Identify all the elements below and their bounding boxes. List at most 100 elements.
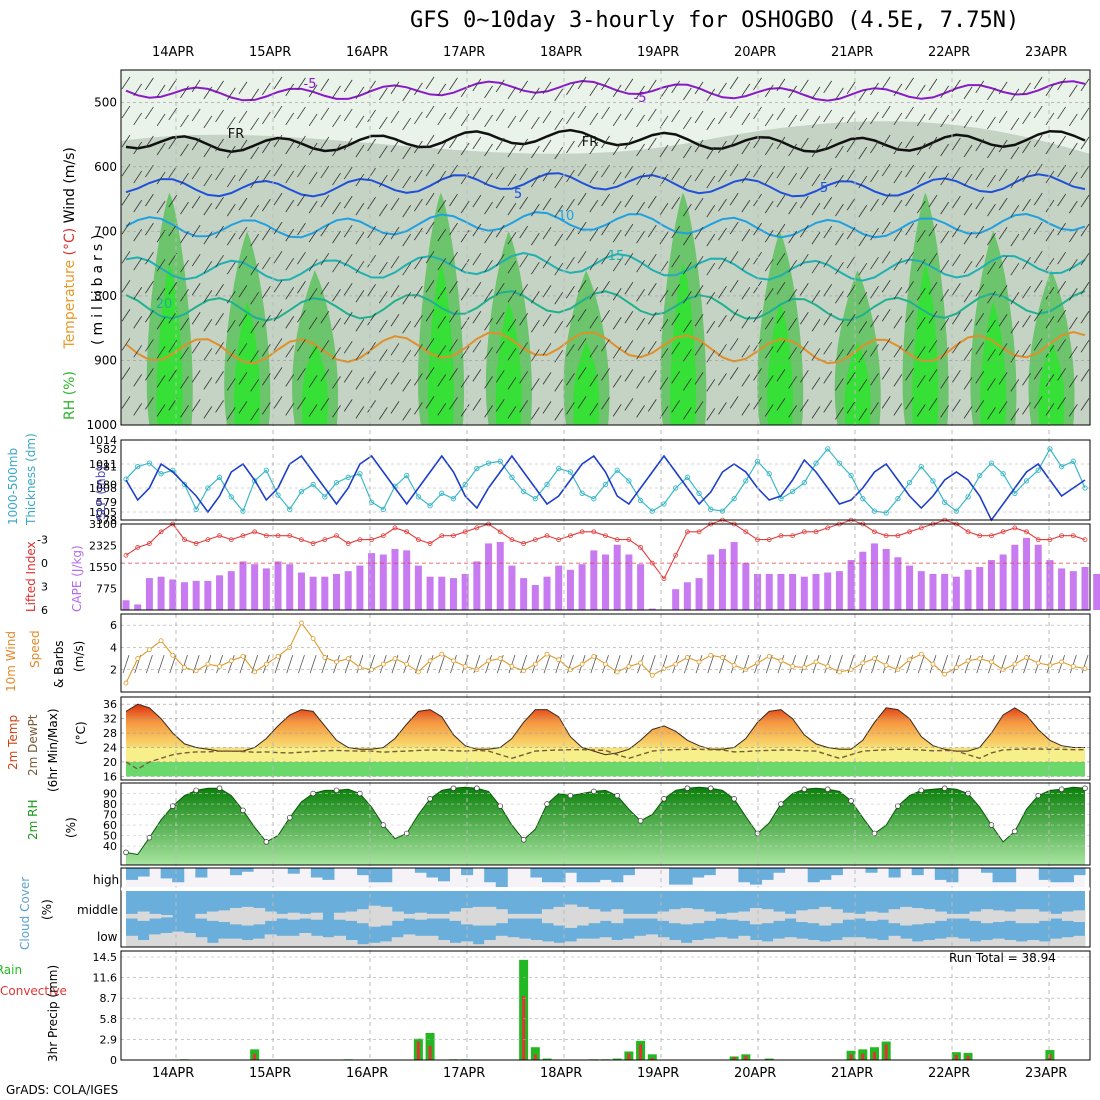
upper-wind-barb [566,373,575,386]
upper-wind-barb [250,350,259,363]
upper-wind-barb [367,225,376,239]
upper-wind-barb [507,260,517,274]
upper-wind-barb [460,200,470,214]
wind10-speed-point [392,656,398,661]
wind10-speed-point [345,656,351,661]
upper-wind-barb [589,403,599,416]
upper-wind-barb [776,165,786,179]
pressure-tick-label: 700 [94,224,117,238]
cloud-low-gap [703,938,716,947]
cape-bar [262,568,270,610]
thickness-point [298,488,305,495]
upper-wind-barb [367,284,376,297]
upper-wind-barb [671,313,681,326]
upper-wind-barb [1010,379,1020,392]
upper-wind-barb [718,111,727,125]
cloud-low-gap [357,944,370,947]
thickness-point [719,508,726,514]
upper-wind-barb [156,142,166,156]
wind10-speed-point [684,655,690,660]
upper-wind-barb [858,175,868,189]
upper-wind-barb [554,379,564,392]
upper-wind-barb [402,88,412,102]
upper-wind-barb [823,138,833,152]
upper-wind-barb [893,374,903,387]
thickness-point [462,481,468,488]
upper-wind-barb [659,231,669,245]
isotherm-line [125,211,1086,239]
thickness-point [556,465,562,472]
upper-wind-barb [741,374,751,387]
upper-wind-barb [811,406,821,419]
upper-wind-barb [764,84,774,98]
upper-wind-barb [799,341,809,354]
upper-wind-barb [425,367,435,380]
cloud-middle-gap [484,906,497,926]
upper-wind-barb [835,232,844,246]
upper-wind-barb [823,254,833,268]
upper-wind-barb [238,110,248,124]
thickness-point [988,460,995,466]
upper-wind-barb [741,257,751,271]
upper-wind-barb [683,261,692,275]
minmax-label: (6hr Min/Max) [46,708,60,793]
wind10-speed-point [334,659,339,665]
upper-wind-barb [893,257,903,271]
upper-wind-barb [799,399,809,412]
thickness-point [228,494,234,500]
upper-wind-barb [718,286,727,299]
upper-wind-barb [308,404,318,417]
cloud-low-gap [692,940,705,947]
cloud-middle-gap [541,909,555,924]
cape-bar [239,561,247,610]
upper-wind-barb [566,256,575,270]
upper-wind-barb [718,402,727,415]
cloud-high-bar [310,868,323,878]
li-point [299,537,304,543]
upper-wind-barb [367,313,376,326]
thickness-point [848,472,854,479]
upper-wind-barb [823,80,833,94]
upper-wind-barb [215,80,224,94]
upper-wind-barb [729,367,739,380]
upper-wind-barb [858,88,868,102]
cape-bar [286,564,294,610]
upper-wind-barb [659,290,669,303]
upper-wind-barb [191,312,201,325]
wind10-barb [543,655,551,674]
wind10-speed-point [252,669,258,675]
upper-wind-barb [460,346,470,359]
upper-wind-barb [215,400,224,413]
upper-wind-barb [823,225,833,239]
li-point [883,533,889,539]
upper-wind-barb [601,222,610,236]
cloud-middle-gap [287,912,300,920]
wind10-speed-point [205,661,211,667]
upper-wind-barb [893,199,903,213]
upper-wind-barb [285,83,295,97]
upper-wind-barb [121,134,131,148]
upper-wind-barb [636,172,645,186]
cape-bar [590,550,598,610]
upper-wind-barb [168,136,178,150]
rh2m-line [125,786,1086,856]
upper-wind-barb [320,340,330,353]
upper-wind-barb [916,288,926,301]
upper-wind-barb [425,280,435,293]
upper-wind-barb [998,168,1008,182]
thickness-label: 1000-500mb [6,447,20,525]
cape-bar [379,554,387,610]
upper-wind-barb [180,172,189,186]
cloud-low-gap [1061,937,1074,947]
upper-wind-barb [858,233,868,247]
rh-saturated-column [573,341,600,425]
upper-wind-barb [250,379,259,392]
upper-wind-barb [589,170,599,184]
wind10-barb [438,655,446,674]
upper-wind-barb [928,194,938,208]
cloud-low-gap [172,931,185,947]
cloud-low-gap [553,942,566,947]
li-point [193,541,199,546]
cloud-middle-gap [565,904,578,928]
thickness-point [591,496,597,502]
